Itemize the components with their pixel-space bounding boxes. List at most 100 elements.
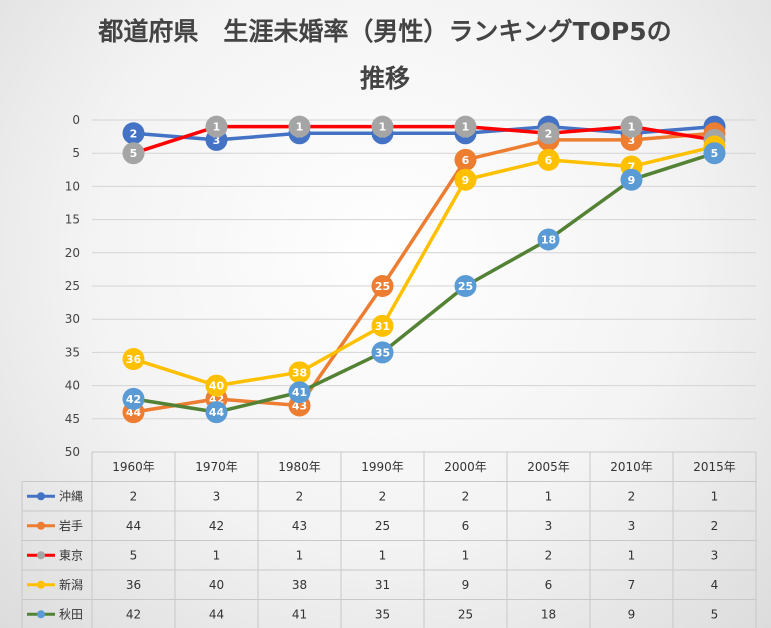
- table-cell-value: 35: [375, 607, 390, 621]
- x-category-label: 1980年: [278, 460, 321, 474]
- table-cell-value: 5: [711, 607, 719, 621]
- table-cell-value: 9: [628, 607, 636, 621]
- y-tick-label: 25: [65, 279, 80, 293]
- y-tick-label: 35: [65, 345, 80, 359]
- data-label: 1: [379, 121, 387, 134]
- data-label: 9: [628, 174, 636, 187]
- legend-series-name: 東京: [59, 548, 83, 562]
- table-cell-value: 18: [541, 607, 556, 621]
- y-tick-label: 20: [65, 246, 80, 260]
- data-point: [371, 314, 394, 337]
- table-cell-value: 1: [628, 548, 636, 562]
- data-label: 18: [541, 234, 556, 247]
- table-cell-value: 6: [462, 519, 470, 533]
- data-label: 6: [545, 154, 553, 167]
- table-cell-value: 9: [462, 578, 470, 592]
- table-cell-value: 25: [375, 519, 390, 533]
- data-label: 1: [462, 121, 470, 134]
- table-cell-value: 3: [628, 519, 636, 533]
- data-point: [371, 275, 394, 297]
- table-cell-value: 43: [292, 519, 307, 533]
- table-cell-value: 2: [545, 548, 553, 562]
- data-label: 25: [375, 280, 390, 293]
- data-label: 31: [375, 320, 390, 333]
- data-point: [703, 142, 726, 165]
- data-label: 44: [126, 406, 142, 419]
- table-cell-value: 4: [711, 578, 719, 592]
- legend-series-name: 秋田: [59, 607, 83, 621]
- x-category-label: 1990年: [361, 460, 404, 474]
- table-cell-value: 42: [126, 607, 141, 621]
- chart-title-line1: 都道府県 生涯未婚率（男性）ランキングTOP5の: [97, 17, 671, 46]
- data-point: [122, 142, 145, 165]
- table-cell-value: 41: [292, 607, 307, 621]
- table-cell-value: 2: [379, 489, 387, 503]
- y-tick-label: 5: [72, 146, 80, 160]
- data-label: 3: [213, 134, 221, 147]
- data-label: 1: [296, 121, 304, 134]
- data-point: [205, 374, 228, 397]
- data-label: 40: [209, 380, 225, 393]
- data-label: 44: [209, 406, 225, 419]
- data-point: [205, 115, 228, 138]
- table-cell-value: 40: [209, 578, 224, 592]
- table-cell-value: 1: [462, 548, 470, 562]
- table-cell-value: 1: [213, 548, 221, 562]
- table-cell-value: 36: [126, 578, 141, 592]
- data-label: 2: [130, 127, 138, 140]
- table-cell-value: 2: [296, 489, 304, 503]
- legend-key-marker: [37, 580, 45, 589]
- data-label: 9: [462, 174, 470, 187]
- data-label: 7: [628, 160, 636, 173]
- table-cell-value: 2: [711, 519, 719, 533]
- y-tick-label: 40: [65, 379, 80, 393]
- legend-key-marker: [37, 551, 45, 560]
- data-label: 36: [126, 353, 142, 366]
- data-point: [454, 115, 477, 138]
- table-cell-value: 7: [628, 578, 636, 592]
- data-label: 3: [628, 134, 636, 147]
- legend-series-name: 岩手: [59, 518, 83, 533]
- table-cell-value: 1: [545, 489, 553, 503]
- legend-series-name: 沖縄: [59, 488, 83, 503]
- x-category-label: 2010年: [610, 460, 653, 474]
- data-markers: 2322212144424325633251111213364038319674…: [122, 115, 726, 424]
- table-cell-value: 31: [375, 578, 390, 592]
- series-lines: [132, 124, 716, 414]
- x-category-label: 2015年: [693, 460, 736, 474]
- x-category-label: 1970年: [195, 460, 238, 474]
- data-label: 42: [126, 393, 141, 406]
- data-point: [620, 168, 643, 191]
- y-axis: 0 5 10 15 20 25 30 35 40 45 50: [65, 113, 80, 459]
- data-point: [288, 115, 311, 138]
- data-point: [205, 401, 228, 424]
- data-point: [620, 115, 643, 138]
- chart-title-line2: 推移: [360, 64, 410, 93]
- data-point: [122, 348, 145, 371]
- series-line: [133, 124, 715, 142]
- data-point: [454, 148, 477, 171]
- series-line: [132, 124, 715, 155]
- legend-key-marker: [37, 610, 45, 619]
- data-point: [537, 228, 560, 251]
- data-label: 6: [462, 154, 470, 167]
- table-cell-value: 2: [130, 489, 138, 503]
- data-label: 35: [375, 346, 390, 359]
- table-cell-value: 38: [292, 578, 307, 592]
- legend-series-name: 新潟: [59, 577, 83, 592]
- data-point: [371, 115, 394, 138]
- data-label: 2: [545, 127, 553, 140]
- y-tick-label: 15: [65, 213, 80, 227]
- data-label: 5: [711, 147, 719, 160]
- data-label: 25: [458, 280, 473, 293]
- series-line: [133, 131, 715, 414]
- gridlines: [92, 119, 756, 420]
- legend-key-marker: [37, 521, 45, 530]
- table-cell-value: 2: [628, 489, 636, 503]
- data-point: [288, 381, 311, 404]
- data-label: 1: [213, 121, 221, 134]
- y-tick-label: 10: [65, 179, 80, 193]
- series-line: [132, 144, 715, 388]
- table-cell-value: 44: [209, 607, 224, 621]
